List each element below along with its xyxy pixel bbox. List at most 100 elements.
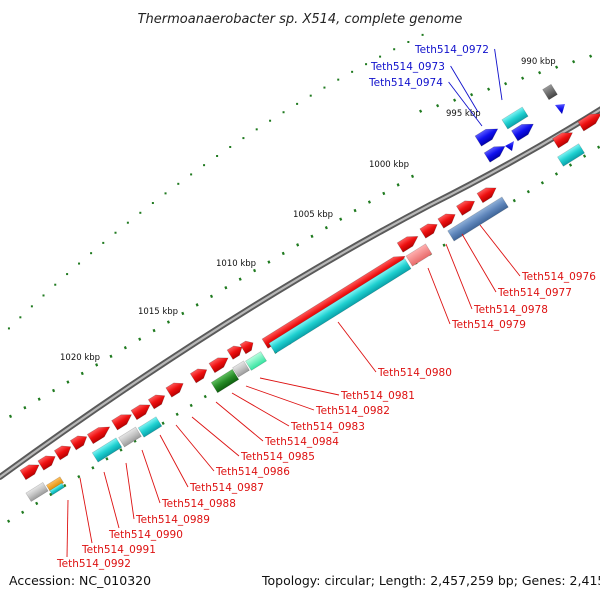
inner-tick [49,492,53,497]
inner-tick [568,163,573,167]
ring-dot [190,173,193,176]
forward-gene-arrow [552,132,573,149]
scale-tick [410,174,415,178]
inner-tick [161,421,165,425]
ring-dot [177,182,180,185]
forward-gene-arrow [53,445,72,461]
green-feature [210,368,240,394]
label-leader-line [125,462,135,520]
label-leader-line [175,424,215,472]
cyan-feature [501,106,529,130]
scale-tick [296,243,300,247]
inner-tick [512,198,516,203]
scale-tick [138,337,142,341]
label-leader-line [479,224,521,277]
label-leader-line [79,477,93,544]
forward-gene-arrow [165,382,184,398]
ring-dot [30,305,33,308]
scale-tick [324,226,328,230]
scale-tick [504,82,508,86]
grey-feature [232,360,250,378]
gene-label-teth514_0972: Teth514_0972 [414,44,489,56]
scale-tick [80,371,84,376]
ring-dot [255,128,258,131]
forward-gene-arrow [476,187,497,204]
highlighted-gene-arrow [483,146,506,163]
gene-label-teth514_0973: Teth514_0973 [370,61,445,73]
scale-tick [281,251,285,256]
inner-tick [442,243,446,247]
scale-tick [181,311,185,316]
gene-label-teth514_0974: Teth514_0974 [368,77,443,89]
inner-tick [189,403,193,408]
inner-tick [91,466,95,470]
inner-tick [63,483,67,488]
cyan-feature [268,258,412,354]
ring-dot [407,40,410,43]
scale-tick [166,320,170,324]
scale-tick [470,93,474,97]
kbp-label: 1010 kbp [216,259,256,269]
inner-tick [175,412,179,417]
label-leader-line [450,65,479,113]
scale-tick [37,397,41,401]
forward-gene-arrow [437,213,456,229]
inner-tick [7,519,11,523]
inner-tick [526,190,530,194]
gene-features [19,83,600,502]
label-leader-line [448,81,483,127]
scale-tick [238,277,242,281]
gene-label-teth514_0990: Teth514_0990 [108,529,183,541]
gene-label-teth514_0977: Teth514_0977 [497,287,572,299]
ring-dot [66,273,69,276]
forward-gene-arrow [456,200,476,216]
scale-tick [382,191,386,196]
inner-tick [203,394,207,399]
label-leaders [66,48,521,558]
scale-tick [224,286,228,290]
forward-gene-arrow [69,435,88,451]
ring-dot [337,78,340,81]
scale-tick [396,183,400,187]
label-leader-line [337,321,377,373]
inner-tick [35,501,39,506]
inner-tick [119,448,123,452]
forward-gene-arrow [226,345,243,360]
ring-dot [19,316,22,319]
scale-tick [267,260,271,264]
ring-dot [203,164,206,167]
inner-tick [540,181,544,185]
inner-tick [105,457,109,461]
ring-dot [151,202,154,205]
highlighted-gene-arrow [555,104,565,114]
ring-dot [365,63,368,66]
gene-label-teth514_0981: Teth514_0981 [340,390,415,402]
ring-dot [296,102,299,105]
label-leader-line [427,267,451,325]
ring-dot [78,262,81,265]
ring-dot [126,221,129,224]
cyan-feature [557,143,585,167]
forward-gene-arrow [577,113,600,132]
scale-tick [339,217,343,221]
inner-tick [597,145,600,149]
scale-tick [487,87,491,91]
backbone-highlight [0,108,600,479]
inner-tick [582,154,587,158]
highlighted-gene-arrow [505,141,514,151]
ring-dot [379,55,382,58]
kbp-label: 1015 kbp [138,307,178,317]
gene-label-teth514_0987: Teth514_0987 [189,482,264,494]
gene-label-teth514_0992: Teth514_0992 [56,558,131,570]
scale-tick [367,200,371,204]
outer-dotted-ring [7,33,424,330]
gene-label-teth514_0991: Teth514_0991 [81,544,156,556]
gene-label-teth514_0980: Teth514_0980 [377,367,452,379]
gene-label-teth514_0985: Teth514_0985 [240,451,315,463]
scale-tick [419,109,423,113]
kbp-label: 1005 kbp [293,210,333,220]
ring-dot [164,192,167,195]
forward-gene-arrow [130,404,151,421]
gene-label-teth514_0988: Teth514_0988 [161,498,236,510]
